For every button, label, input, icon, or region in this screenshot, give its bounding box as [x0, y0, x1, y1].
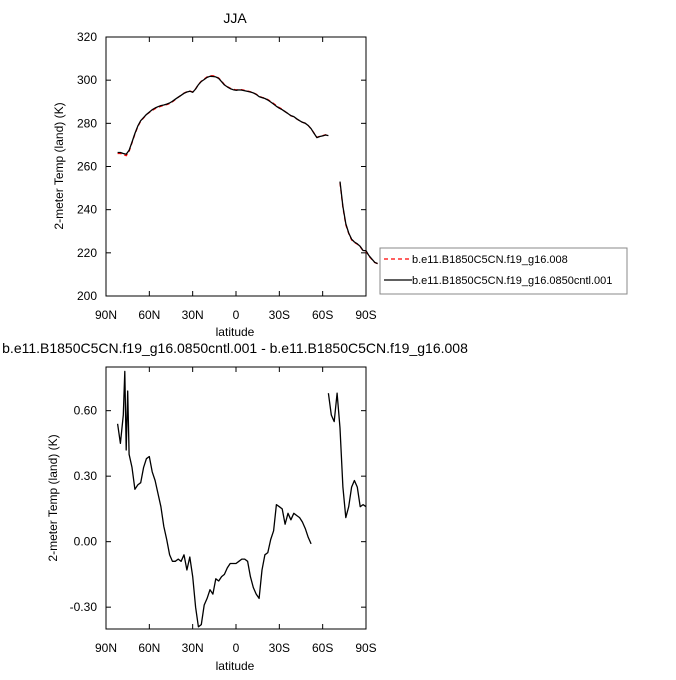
top-series-1-segment-1	[117, 75, 329, 157]
top-y-tick-label: 240	[77, 203, 97, 217]
bottom-x-tick-label: 90N	[95, 641, 117, 655]
bottom-series-1-segment-1	[116, 370, 312, 628]
bottom-x-tick-label: 0	[233, 641, 240, 655]
top-x-tick-label: 30S	[269, 308, 290, 322]
top-axes: 90N 60N 30N 0 30S 60S 90S 200 220 240 260 280 300 320	[77, 30, 377, 322]
legend-box	[379, 247, 628, 295]
bottom-plot-frame	[105, 366, 367, 630]
bottom-x-axis-label: latitude	[216, 659, 255, 673]
legend-label-series-1: b.e11.B1850C5CN.f19_g16.008	[412, 254, 568, 266]
top-x-tick-label: 60N	[138, 308, 160, 322]
top-series-2-segment-2	[339, 181, 378, 265]
top-x-axis-label: latitude	[216, 325, 255, 339]
bottom-x-tick-label: 30N	[182, 641, 204, 655]
top-y-tick-label: 220	[77, 246, 97, 260]
bottom-x-tick-label: 60S	[312, 641, 333, 655]
top-chart-title: JJA	[223, 10, 247, 26]
bottom-y-tick-label: 0.60	[74, 404, 98, 418]
bottom-series-1-segment-2	[327, 392, 367, 519]
top-y-tick-label: 300	[77, 73, 97, 87]
bottom-y-tick-label: 0.00	[74, 535, 98, 549]
bottom-y-tick-label: -0.30	[70, 600, 98, 614]
top-y-tick-label: 200	[77, 289, 97, 303]
top-y-axis-label: 2-meter Temp (land) (K)	[52, 102, 66, 229]
legend: b.e11.B1850C5CN.f19_g16.008 b.e11.B1850C…	[379, 247, 628, 295]
bottom-x-tick-label: 60N	[138, 641, 160, 655]
bottom-chart-title: b.e11.B1850C5CN.f19_g16.0850cntl.001 - b…	[2, 340, 468, 356]
legend-label-series-2: b.e11.B1850C5CN.f19_g16.0850cntl.001	[412, 275, 612, 287]
top-x-tick-label: 0	[233, 308, 240, 322]
top-x-tick-label: 90N	[95, 308, 117, 322]
top-y-tick-label: 280	[77, 116, 97, 130]
top-plot-frame	[105, 36, 367, 297]
bottom-y-tick-label: 0.30	[74, 469, 98, 483]
bottom-series-lines	[116, 370, 367, 628]
top-x-tick-label: 60S	[312, 308, 333, 322]
bottom-x-tick-label: 30S	[269, 641, 290, 655]
top-x-tick-label: 30N	[182, 308, 204, 322]
bottom-y-axis-label: 2-meter Temp (land) (K)	[46, 434, 60, 561]
top-series-lines	[117, 75, 378, 265]
top-y-tick-label: 320	[77, 30, 97, 44]
top-x-tick-label: 90S	[355, 308, 376, 322]
top-series-2-segment-1	[117, 75, 329, 155]
bottom-x-tick-label: 90S	[355, 641, 376, 655]
bottom-axes: 90N 60N 30N 0 30S 60S 90S -0.30 0.00 0.30 0.60	[70, 367, 377, 655]
top-y-tick-label: 260	[77, 160, 97, 174]
